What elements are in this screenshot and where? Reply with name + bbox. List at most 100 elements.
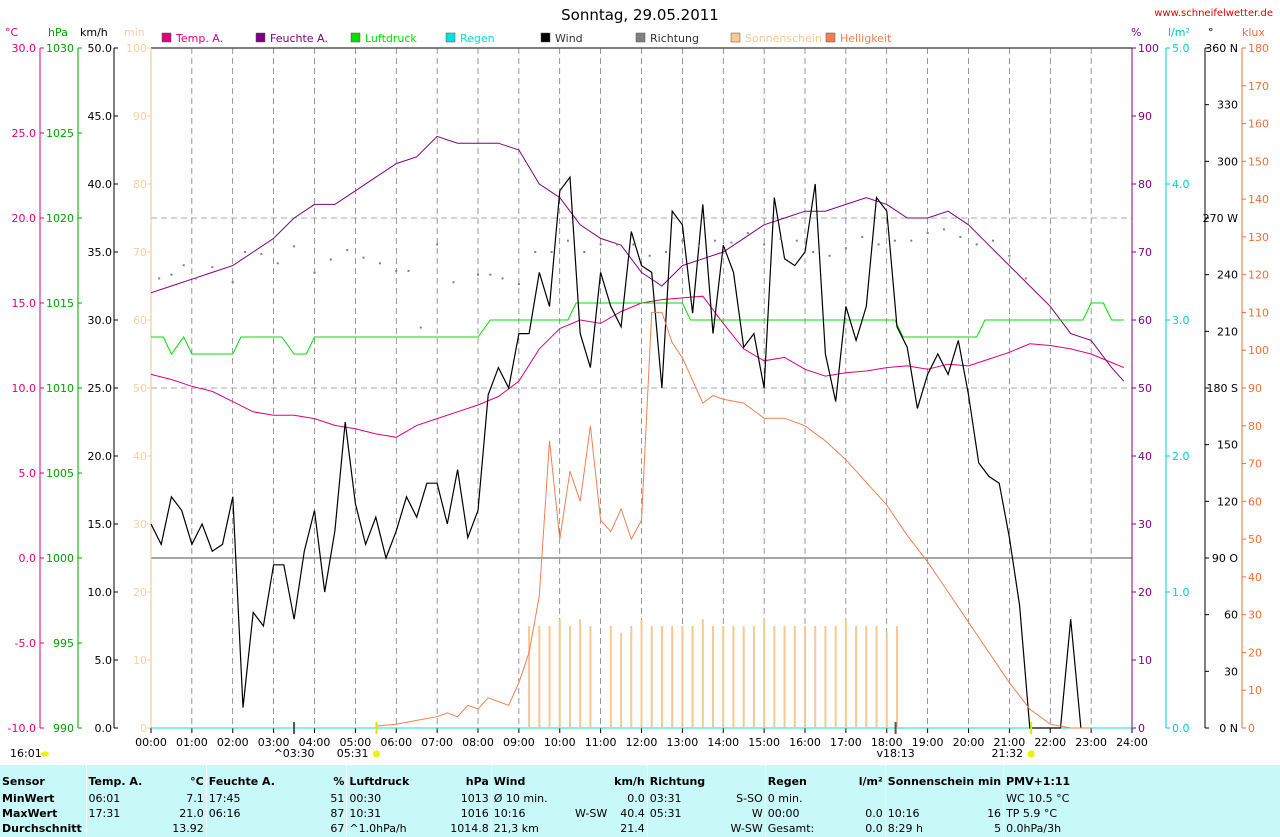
avg-rain-val: 0.0 <box>865 822 883 835</box>
direction-point <box>395 269 398 272</box>
tick-label-pressure: 1010 <box>46 382 74 395</box>
tick-label-rain: 2.0 <box>1172 450 1190 463</box>
tick-label-lux: 130 <box>1248 231 1269 244</box>
direction-point <box>452 281 455 284</box>
direction-point <box>329 258 332 261</box>
direction-point <box>346 249 349 252</box>
tick-label-temp: -10.0 <box>8 722 36 735</box>
pmv-header: PMV+1:11 <box>1003 765 1104 791</box>
tick-label-lux: 40 <box>1248 571 1262 584</box>
direction-point <box>260 252 263 255</box>
x-tick-label: 23:00 <box>1075 736 1107 749</box>
x-tick-label: 10:00 <box>544 736 576 749</box>
avg-temp-val: 13.92 <box>172 822 204 835</box>
min-press-val: 1013 <box>460 792 489 805</box>
max-temp-time: 17:31 <box>85 806 145 821</box>
tick-label-rain: 1.0 <box>1172 586 1190 599</box>
tick-label-temp: 25.0 <box>12 127 37 140</box>
max-rain-time: 00:00 <box>764 806 820 821</box>
site-url[interactable]: www.schneifelwetter.de <box>1154 8 1273 19</box>
unit-label-rain: l/m² <box>1168 26 1190 39</box>
x-tick-label: 11:00 <box>585 736 617 749</box>
unit-label-pressure: hPa <box>48 26 68 39</box>
direction-point <box>583 251 586 253</box>
tick-label-lux: 30 <box>1248 609 1262 622</box>
max-hum-val: 87 <box>330 807 345 820</box>
direction-point <box>313 271 316 274</box>
tick-label-lux: 120 <box>1248 269 1269 282</box>
avg-press-time: ^1.0hPa/h <box>346 821 412 836</box>
legend: Temp. A. Feuchte A. Luftdruck Regen Wind Rich… <box>161 32 892 45</box>
tick-label-sun: 10 <box>133 654 147 667</box>
legend-swatch <box>255 32 266 43</box>
max-sun-time: 10:16 <box>884 806 962 821</box>
x-tick-label: 04:00 <box>299 736 331 749</box>
x-tick-label: 17:00 <box>830 736 862 749</box>
tick-label-rain: 3.0 <box>1172 314 1190 327</box>
tick-label-lux: 160 <box>1248 118 1269 131</box>
direction-point <box>975 243 978 246</box>
unit-label-direction: ° <box>1208 26 1214 39</box>
tick-label-direction: 300 <box>1217 155 1238 168</box>
tick-label-pressure: 1015 <box>46 297 74 310</box>
direction-point <box>746 232 749 235</box>
min-rain-val <box>819 791 885 806</box>
tick-label-pressure: 1000 <box>46 552 74 565</box>
direction-point <box>436 243 439 246</box>
tick-label-wind: 0.0 <box>95 722 113 735</box>
direction-point <box>378 262 381 265</box>
direction-point <box>877 243 880 246</box>
tick-label-lux: 50 <box>1248 533 1262 546</box>
direction-point <box>942 228 945 231</box>
tick-label-lux: 90 <box>1248 382 1262 395</box>
tick-label-humidity: 60 <box>1138 314 1152 327</box>
avg-wind-time: 21,3 km <box>490 821 554 836</box>
legend-swatch <box>445 32 456 43</box>
tick-label-rain: 5.0 <box>1172 42 1190 55</box>
avg-sun-val: 5 <box>994 822 1002 835</box>
legend-swatch <box>161 32 172 43</box>
direction-point <box>293 245 296 248</box>
series-helligkeit <box>375 311 1092 729</box>
x-tick-label: 21:00 <box>994 736 1026 749</box>
max-hum-time: 06:16 <box>205 806 277 821</box>
min-wind-val: 0.0 <box>627 792 645 805</box>
tick-label-temp: 0.0 <box>19 552 37 565</box>
direction-point <box>1024 277 1027 280</box>
tick-label-direction: 210 <box>1217 325 1238 338</box>
start-sun-icon <box>41 751 49 757</box>
x-tick-label: 14:00 <box>707 736 739 749</box>
x-tick-label: 07:00 <box>421 736 453 749</box>
direction-point <box>231 281 234 284</box>
tick-label-temp: 20.0 <box>12 212 37 225</box>
tick-label-wind: 50.0 <box>88 42 113 55</box>
tick-label-lux: 150 <box>1248 155 1269 168</box>
direction-point <box>779 237 782 240</box>
tick-label-humidity: 0 <box>1138 722 1145 735</box>
avg-hum-time <box>205 821 277 836</box>
tick-label-temp: 30.0 <box>12 42 37 55</box>
min-hum-val: 51 <box>330 792 345 805</box>
tick-label-lux: 70 <box>1248 458 1262 471</box>
max-press-val: 1016 <box>460 807 489 820</box>
x-tick-label: 01:00 <box>176 736 208 749</box>
direction-point <box>477 273 479 276</box>
legend-swatch <box>825 32 836 43</box>
avg-press-val: 1014.8 <box>450 822 489 835</box>
direction-point <box>795 239 798 242</box>
legend-label: Richtung <box>650 32 699 45</box>
moonset-label: v18:13 <box>876 747 914 760</box>
unit-label-humidity: % <box>1131 26 1141 39</box>
x-tick-label: 15:00 <box>748 736 780 749</box>
hum-header: Feuchte A. <box>205 765 277 791</box>
tick-label-wind: 20.0 <box>88 450 113 463</box>
direction-point <box>648 254 651 257</box>
tick-label-sun: 100 <box>126 42 147 55</box>
direction-point <box>211 266 214 269</box>
legend-label: Wind <box>555 32 583 45</box>
min-press-time: 00:30 <box>346 791 412 806</box>
series <box>150 135 1132 729</box>
sun-header: Sonnenschein min <box>884 765 1004 791</box>
tick-label-lux: 100 <box>1248 344 1269 357</box>
tick-label-humidity: 20 <box>1138 586 1152 599</box>
